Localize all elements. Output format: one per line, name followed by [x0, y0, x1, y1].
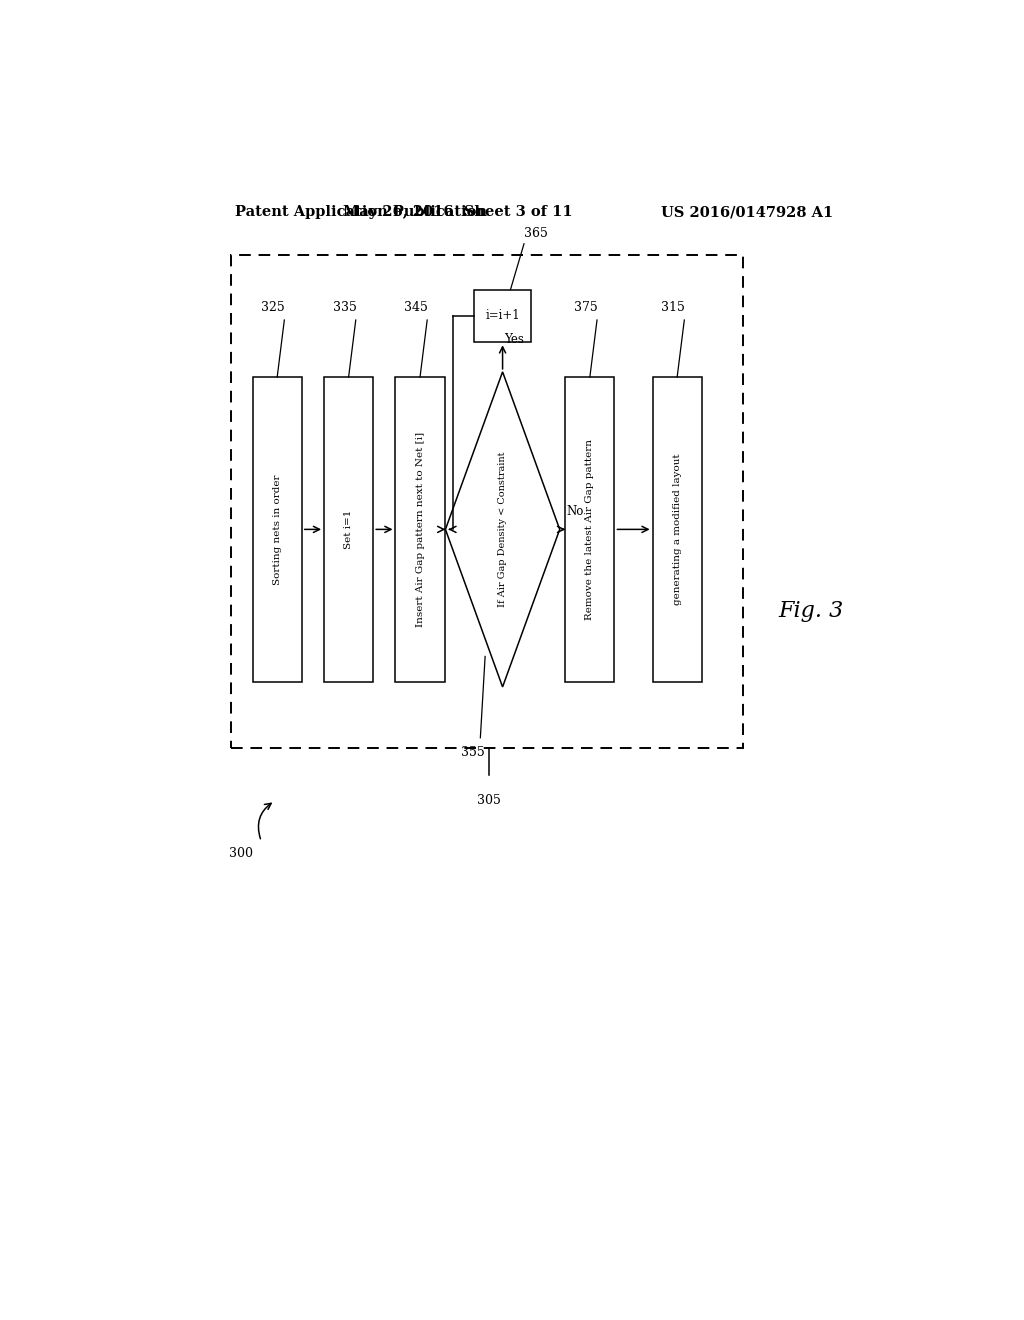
Bar: [474, 289, 531, 342]
Text: 315: 315: [662, 301, 685, 314]
Bar: [324, 378, 373, 682]
Text: 365: 365: [524, 227, 548, 240]
Bar: [565, 378, 614, 682]
Text: 375: 375: [574, 301, 598, 314]
Text: 345: 345: [404, 301, 428, 314]
Text: Patent Application Publication: Patent Application Publication: [236, 206, 487, 219]
Text: If Air Gap Density < Constraint: If Air Gap Density < Constraint: [498, 451, 507, 607]
Text: Yes: Yes: [505, 334, 524, 346]
Bar: [253, 378, 302, 682]
Text: US 2016/0147928 A1: US 2016/0147928 A1: [660, 206, 834, 219]
Text: Remove the latest Air Gap pattern: Remove the latest Air Gap pattern: [586, 438, 594, 620]
Polygon shape: [445, 372, 560, 686]
Text: Fig. 3: Fig. 3: [778, 599, 843, 622]
Text: 355: 355: [461, 747, 484, 759]
Text: May 26, 2016  Sheet 3 of 11: May 26, 2016 Sheet 3 of 11: [343, 206, 572, 219]
Text: No: No: [566, 504, 584, 517]
Bar: [652, 378, 701, 682]
Text: 335: 335: [333, 301, 356, 314]
Text: 325: 325: [261, 301, 285, 314]
Text: Set i=1: Set i=1: [344, 510, 353, 549]
Text: 305: 305: [477, 793, 501, 807]
Text: Insert Air Gap pattern next to Net [i]: Insert Air Gap pattern next to Net [i]: [416, 432, 425, 627]
Text: generating a modified layout: generating a modified layout: [673, 454, 682, 605]
Text: Sorting nets in order: Sorting nets in order: [272, 474, 282, 585]
Bar: [231, 255, 743, 748]
Bar: [395, 378, 444, 682]
Text: i=i+1: i=i+1: [485, 309, 520, 322]
Text: 300: 300: [229, 846, 254, 859]
